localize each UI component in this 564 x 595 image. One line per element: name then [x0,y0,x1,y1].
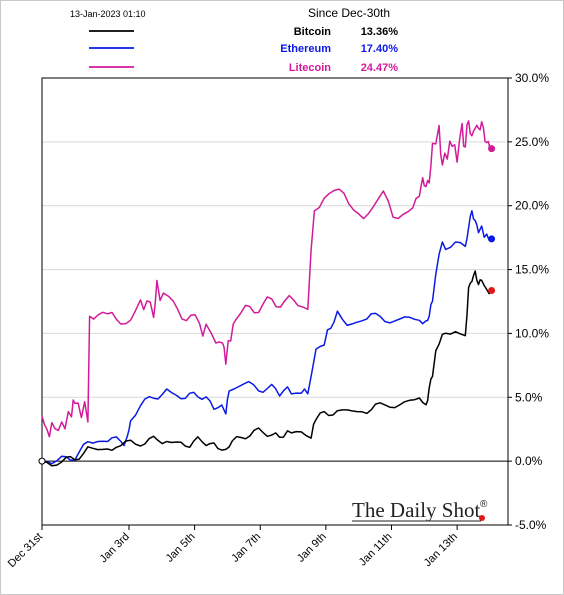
y-tick-label: 10.0% [515,326,549,340]
y-axis: 30.0% 25.0% 20.0% 15.0% 10.0% 5.0% 0.0% -5.0% [508,71,549,532]
y-tick-label: -5.0% [515,518,547,532]
y-tick-label: 25.0% [515,135,549,149]
legend-value-litecoin: 24.47% [361,62,399,74]
legend: Bitcoin 13.36% Ethereum 17.40% Litecoin 24.47… [89,26,398,74]
timestamp: 13-Jan-2023 01:10 [70,9,146,19]
legend-header: Since Dec-30th [308,6,390,20]
y-tick-label: 15.0% [515,263,549,277]
brand-dot [479,515,485,521]
series-lines [38,120,496,467]
y-tick-label: 20.0% [515,199,549,213]
y-tick-label: 0.0% [515,454,543,468]
legend-value-bitcoin: 13.36% [361,26,399,38]
endpoint-marker-litecoin [488,145,496,153]
y-tick-label: 5.0% [515,390,543,404]
series-line-ethereum [41,210,492,465]
series-line-litecoin [41,120,492,438]
legend-label-ethereum: Ethereum [280,43,331,55]
endpoint-marker-ethereum [488,235,496,243]
y-tick-label: 30.0% [515,71,549,85]
plot-area [41,77,509,526]
series-line-bitcoin [41,270,493,467]
legend-value-ethereum: 17.40% [361,43,399,55]
origin-marker [38,457,46,465]
brand-registered-mark: ® [480,499,488,510]
legend-label-litecoin: Litecoin [289,62,331,74]
legend-label-bitcoin: Bitcoin [294,26,332,38]
brand-text: The Daily Shot [352,498,480,522]
brand-logo: The Daily Shot ® [352,498,488,522]
endpoint-marker-bitcoin [488,287,496,295]
